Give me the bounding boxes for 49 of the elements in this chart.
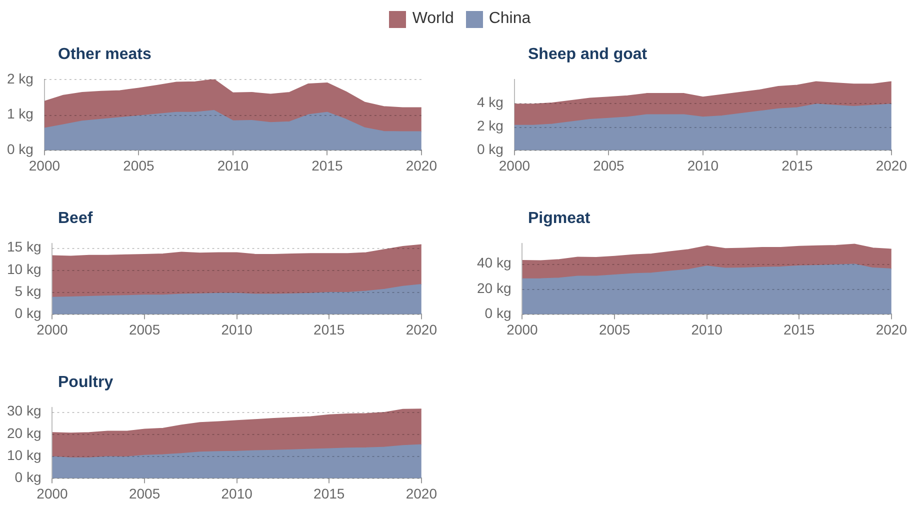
y-tick-label: 4 kg: [476, 94, 504, 110]
y-tick-label: 30 kg: [7, 402, 42, 419]
chart-title: Beef: [57, 210, 94, 229]
y-tick-label: 1 kg: [6, 106, 34, 122]
x-tick-label: 2015: [314, 321, 345, 338]
y-tick-label: 2 kg: [476, 117, 504, 134]
x-tick-label: 2005: [123, 157, 154, 174]
x-tick-label: 2020: [406, 485, 438, 502]
y-tick-label: 5 kg: [14, 282, 42, 299]
y-tick-label: 10 kg: [7, 260, 42, 277]
y-tick-label: 20 kg: [477, 280, 512, 296]
x-tick-label: 2020: [406, 321, 438, 338]
y-tick-label: 2 kg: [6, 70, 34, 86]
x-tick-label: 2015: [312, 157, 343, 174]
x-tick-label: 2015: [782, 157, 813, 174]
x-tick-label: 2010: [217, 157, 249, 174]
x-tick-label: 2010: [221, 485, 253, 502]
y-tick-label: 40 kg: [477, 254, 512, 270]
y-tick-label: 0 kg: [14, 469, 42, 486]
x-tick-label: 2005: [128, 485, 160, 502]
x-tick-label: 2020: [876, 157, 908, 174]
x-tick-label: 2000: [498, 157, 530, 174]
chart-title: Pigmeat: [527, 210, 592, 229]
y-tick-label: 0 kg: [476, 141, 504, 158]
x-tick-label: 2005: [598, 321, 630, 338]
y-tick-label: 0 kg: [484, 305, 512, 322]
x-tick-label: 2000: [36, 485, 68, 502]
x-tick-label: 2010: [221, 321, 253, 338]
chart-title: Other meats: [57, 46, 152, 65]
x-tick-label: 2000: [36, 321, 68, 338]
x-tick-label: 2015: [784, 321, 815, 338]
x-tick-label: 2020: [876, 321, 908, 338]
y-tick-label: 0 kg: [6, 141, 34, 158]
x-tick-label: 2010: [687, 157, 719, 174]
x-tick-label: 2000: [506, 321, 538, 338]
x-tick-label: 2000: [28, 157, 60, 174]
y-tick-label: 10 kg: [7, 446, 42, 463]
x-tick-label: 2005: [593, 157, 624, 174]
x-tick-label: 2010: [691, 321, 723, 338]
legend-label: World: [412, 10, 454, 28]
y-tick-label: 15 kg: [7, 238, 42, 255]
y-tick-label: 0 kg: [14, 305, 42, 322]
chart-title: Sheep and goat: [527, 46, 648, 65]
legend-label: China: [488, 10, 531, 28]
chart-title: Poultry: [57, 374, 114, 393]
x-tick-label: 2015: [314, 485, 345, 502]
y-tick-label: 20 kg: [7, 424, 42, 441]
x-tick-label: 2005: [128, 321, 160, 338]
x-tick-label: 2020: [406, 157, 438, 174]
